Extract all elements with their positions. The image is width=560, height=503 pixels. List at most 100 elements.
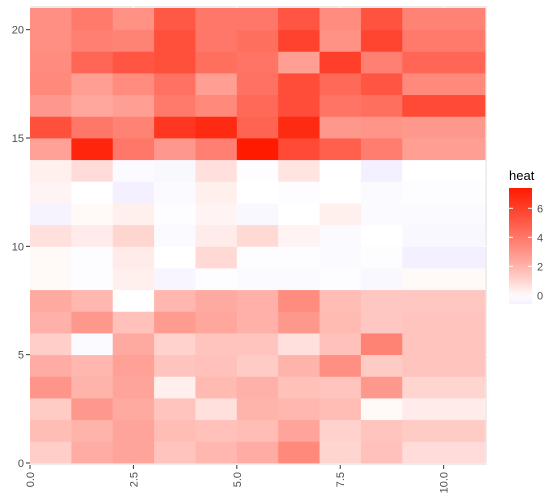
heatmap-cell [112, 51, 155, 74]
heatmap-cell [278, 311, 320, 334]
heatmap-cell [236, 419, 279, 442]
heatmap-cell [112, 268, 155, 291]
heatmap-cell [402, 8, 445, 31]
heatmap-cell [30, 376, 72, 399]
heatmap-cell [319, 311, 362, 334]
heatmap-cell [195, 289, 238, 312]
heatmap-cell [112, 8, 155, 31]
heatmap-cell [278, 29, 320, 52]
heatmap-cell [443, 203, 486, 226]
heatmap-cell [112, 203, 155, 226]
y-tick-label: 20 [12, 25, 24, 37]
heatmap-cell [195, 333, 238, 356]
heatmap-cell [195, 246, 238, 269]
heatmap-cell [360, 116, 403, 139]
heatmap-cell [402, 419, 445, 442]
heatmap-cell [112, 73, 155, 96]
heatmap-cell [360, 441, 403, 464]
heatmap-cell [112, 441, 155, 464]
heatmap-cell [71, 246, 114, 269]
heatmap-cell [319, 224, 362, 247]
heatmap-cell [443, 8, 486, 31]
heatmap-cell [402, 289, 445, 312]
heatmap-cell [195, 181, 238, 204]
heatmap-cell [154, 51, 196, 74]
heatmap-cell [195, 268, 238, 291]
heatmap-cell [443, 419, 486, 442]
heatmap-cell [30, 246, 72, 269]
heatmap-cell [154, 376, 196, 399]
heatmap-cell [30, 73, 72, 96]
heatmap-cell [360, 311, 403, 334]
heatmap-cell [319, 376, 362, 399]
heatmap-cell [278, 333, 320, 356]
heatmap-cell [30, 116, 72, 139]
heatmap-cell [278, 268, 320, 291]
heatmap-cell [319, 203, 362, 226]
heatmap-cell [443, 268, 486, 291]
heatmap-cell [112, 398, 155, 421]
heatmap-cell [402, 94, 445, 117]
heatmap-cell [154, 398, 196, 421]
heatmap-cell [236, 224, 279, 247]
heatmap-cell [154, 29, 196, 52]
heatmap-cell [443, 398, 486, 421]
heatmap-cell [154, 354, 196, 377]
heatmap-cell [154, 116, 196, 139]
heatmap-cell [154, 289, 196, 312]
heatmap-cell [154, 419, 196, 442]
heatmap-cell [319, 138, 362, 161]
heatmap-cell [195, 51, 238, 74]
heatmap-cell [112, 159, 155, 182]
heatmap-cell [195, 419, 238, 442]
heatmap-cell [154, 333, 196, 356]
heatmap-cell [112, 333, 155, 356]
heatmap-cell [360, 333, 403, 356]
heatmap-cell [195, 8, 238, 31]
heatmap-cell [360, 94, 403, 117]
heatmap-cell [236, 333, 279, 356]
heatmap-cell [30, 354, 72, 377]
heatmap-cell [360, 138, 403, 161]
heatmap-cell [154, 246, 196, 269]
heatmap-cell [319, 159, 362, 182]
heatmap-cell [195, 94, 238, 117]
heatmap-cell [236, 289, 279, 312]
heatmap-cell [236, 268, 279, 291]
heatmap-cell [71, 398, 114, 421]
legend-label: 2 [537, 261, 543, 273]
heatmap-cell [30, 94, 72, 117]
heatmap-cell [319, 289, 362, 312]
heatmap-cell [236, 138, 279, 161]
heatmap-cell [112, 311, 155, 334]
heatmap-cell [236, 441, 279, 464]
heatmap-cell [360, 398, 403, 421]
heatmap-cell [319, 8, 362, 31]
x-axis: 0.0 2.5 5.0 7.5 10.0 [25, 465, 451, 493]
heatmap-cell [112, 354, 155, 377]
heatmap-cell [360, 419, 403, 442]
heatmap-cell [195, 224, 238, 247]
heatmap-cell [402, 181, 445, 204]
legend: heat 0 2 4 6 [509, 168, 543, 304]
heatmap-cell [154, 181, 196, 204]
heatmap-cell [278, 51, 320, 74]
heatmap-cell [71, 354, 114, 377]
heatmap-cell [30, 29, 72, 52]
heatmap-cell [30, 419, 72, 442]
legend-label: 4 [537, 232, 543, 244]
heatmap-cell [71, 29, 114, 52]
heatmap-cell [71, 138, 114, 161]
heatmap-cell [71, 376, 114, 399]
heatmap-cell [30, 398, 72, 421]
heatmap-cell [236, 159, 279, 182]
heatmap-cell [30, 51, 72, 74]
heatmap-cell [319, 398, 362, 421]
heatmap-cell [278, 94, 320, 117]
heatmap-cell [319, 333, 362, 356]
x-tick-label: 5.0 [232, 472, 244, 487]
heatmap-cell [195, 159, 238, 182]
heatmap-cell [402, 203, 445, 226]
y-tick-label: 0 [18, 458, 24, 470]
heatmap-cell [443, 224, 486, 247]
